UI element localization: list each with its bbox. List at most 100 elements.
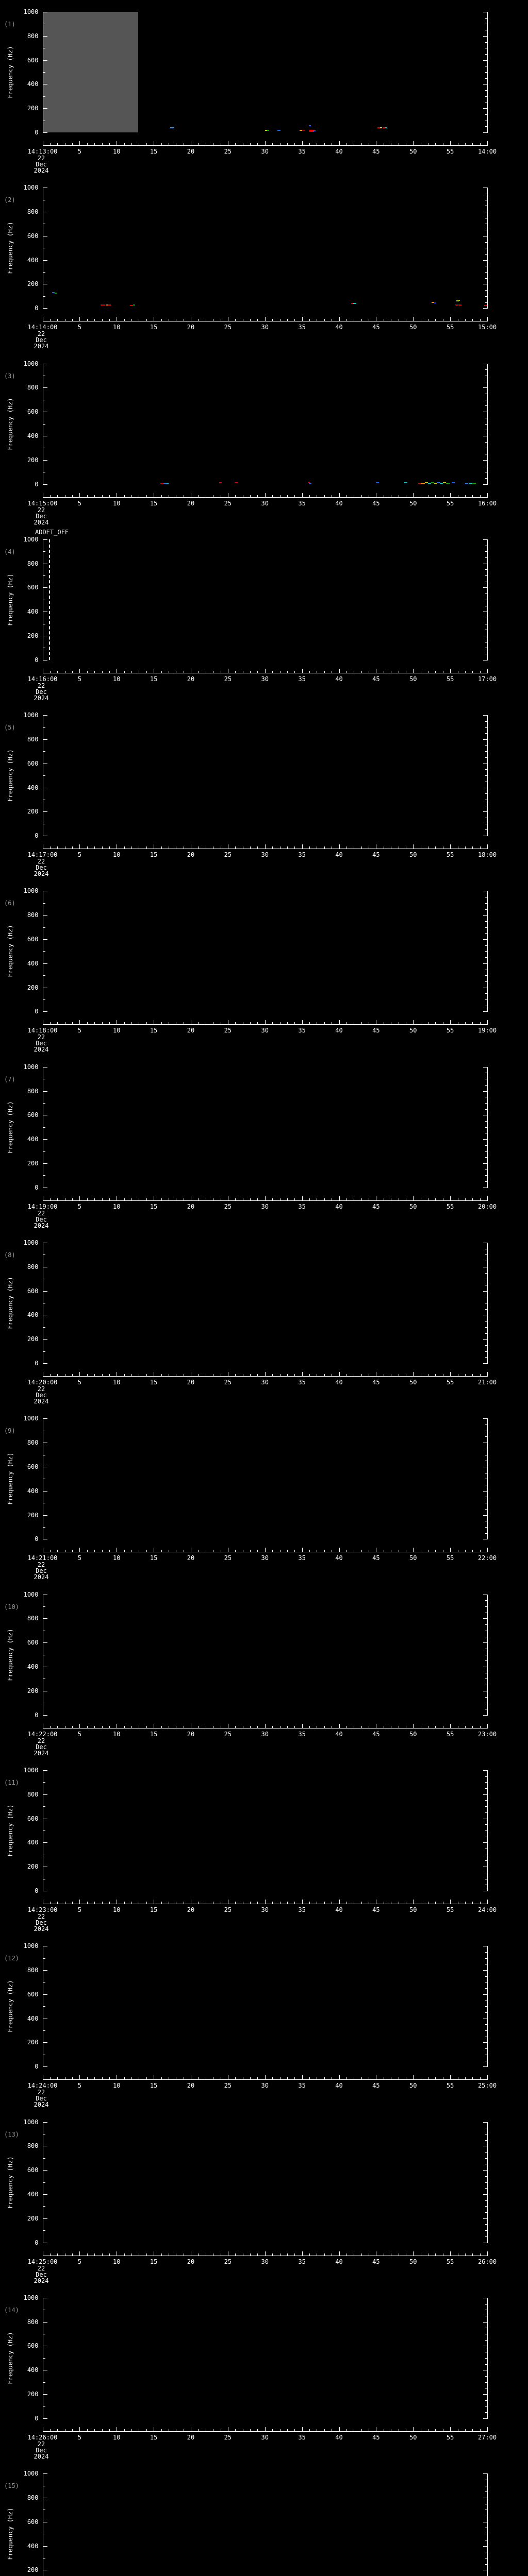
y-tick-right (483, 739, 487, 740)
x-tick (57, 2429, 58, 2431)
y-tick (43, 2382, 45, 2383)
y-tick-label: 0 (35, 1360, 39, 1367)
x-tick (87, 495, 88, 497)
y-tick-label: 800 (27, 1615, 39, 1622)
x-end-time-label: 17:00 (477, 675, 497, 683)
y-tick-label: 200 (27, 1687, 39, 1694)
x-tick (465, 1198, 466, 1200)
x-tick (102, 1725, 103, 1728)
x-tick (487, 2251, 488, 2256)
x-tick (480, 1374, 481, 1377)
y-tick-right (485, 727, 487, 728)
x-tick (413, 1723, 414, 1728)
x-tick-label: 25 (224, 2433, 232, 2441)
y-tick (43, 551, 45, 552)
x-tick (324, 1022, 325, 1025)
y-axis-right (487, 1066, 488, 1188)
x-axis (42, 2431, 488, 2432)
spectrogram-panel: (11) Frequency (Hz) 0 200 400 600 800 1000 5 10 15… (0, 1758, 528, 1935)
x-tick (94, 2077, 95, 2080)
x-tick-label: 25 (224, 1554, 232, 1562)
x-tick (265, 493, 266, 497)
x-tick-label: 35 (298, 675, 306, 683)
y-tick (43, 36, 47, 37)
x-tick (272, 1901, 273, 1904)
x-tick (265, 1196, 266, 1200)
x-tick (361, 2429, 362, 2431)
y-tick-right (485, 2182, 487, 2183)
x-tick-label: 15 (150, 1730, 158, 1738)
spectrogram-speck (446, 483, 450, 484)
y-tick-label: 200 (27, 1511, 39, 1519)
x-tick (361, 1725, 362, 1728)
y-tick (43, 1806, 45, 1807)
x-tick (109, 1198, 110, 1200)
y-tick (43, 2122, 47, 2123)
y-tick-label: 0 (35, 2239, 39, 2246)
x-tick (361, 1374, 362, 1377)
y-axis-right (487, 891, 488, 1012)
spectrogram-speck (465, 482, 468, 484)
y-tick-right (485, 981, 487, 982)
y-tick (43, 751, 45, 752)
x-tick-label: 5 (77, 324, 81, 331)
x-tick (472, 1198, 473, 1200)
y-tick-label: 800 (27, 2494, 39, 2501)
x-date-line: 2024 (34, 1749, 49, 1757)
y-tick-label: 400 (27, 1663, 39, 1671)
y-tick-right (483, 1515, 487, 1516)
y-tick-label: 800 (27, 2318, 39, 2326)
y-axis-title: Frequency (Hz) (7, 1629, 14, 1681)
x-tick (257, 1901, 258, 1904)
x-tick (272, 143, 273, 145)
x-tick (294, 1725, 295, 1728)
x-date-line: 22 (37, 858, 45, 866)
panel-number-label: (1) (4, 21, 15, 28)
x-tick (161, 846, 162, 849)
x-tick (198, 319, 199, 321)
spectrogram-speck (267, 130, 270, 131)
y-tick-label: 800 (27, 911, 39, 919)
x-tick (94, 1725, 95, 1728)
x-tick (146, 319, 147, 321)
y-tick-label: 0 (35, 1535, 39, 1543)
spectrogram-speck (377, 127, 380, 129)
spectrogram-speck (265, 130, 268, 131)
y-tick-right (483, 1490, 487, 1492)
y-tick-label: 400 (27, 256, 39, 264)
x-tick (465, 2253, 466, 2256)
x-date-line: 2024 (34, 1573, 49, 1581)
x-tick-label: 45 (372, 1379, 380, 1386)
x-tick-label: 15 (150, 2433, 158, 2441)
x-tick (346, 143, 347, 145)
x-tick (435, 1022, 436, 1025)
x-tick-label: 20 (187, 324, 195, 331)
x-date-line: 2024 (34, 343, 49, 350)
y-tick-label: 600 (27, 1639, 39, 1647)
y-tick-label: 400 (27, 1311, 39, 1319)
x-tick (302, 141, 303, 145)
x-tick (339, 1020, 340, 1025)
x-tick (102, 495, 103, 497)
x-tick-label: 25 (224, 499, 232, 507)
spectrogram-speck (418, 483, 421, 484)
x-tick-label: 10 (113, 675, 121, 683)
x-tick (272, 846, 273, 849)
x-tick (50, 2077, 51, 2080)
y-tick-right (483, 1291, 487, 1292)
x-tick (57, 1022, 58, 1025)
y-tick-right (485, 2358, 487, 2359)
x-tick-label: 5 (77, 1554, 81, 1562)
y-tick-right (483, 260, 487, 261)
x-tick (124, 1725, 125, 1728)
y-tick-right (483, 1770, 487, 1771)
x-tick (131, 670, 132, 673)
y-tick (43, 1970, 47, 1971)
y-tick-right (485, 769, 487, 770)
y-tick (43, 2006, 45, 2007)
x-tick (50, 846, 51, 849)
x-tick (361, 1198, 362, 1200)
x-tick (272, 319, 273, 321)
x-tick (413, 141, 414, 145)
x-tick (487, 844, 488, 849)
